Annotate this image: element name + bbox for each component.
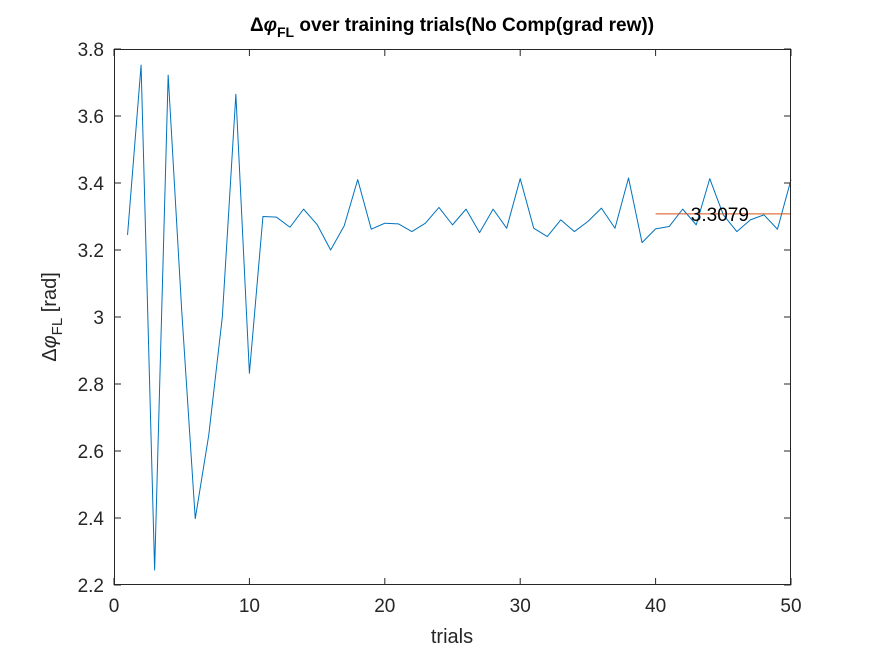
series-layer xyxy=(127,64,792,571)
mean-annotation: 3.3079 xyxy=(691,205,749,226)
y-tick-label: 3.6 xyxy=(78,107,104,128)
x-tick-label: 40 xyxy=(645,596,666,617)
x-tick-label: 30 xyxy=(510,596,531,617)
x-tick-label: 50 xyxy=(780,596,801,617)
y-tick-label: 2.4 xyxy=(78,509,105,530)
y-tick-label: 2.2 xyxy=(78,576,104,597)
series-line-trials xyxy=(127,64,792,571)
x-tick-label: 0 xyxy=(109,596,120,617)
x-tick-label: 20 xyxy=(374,596,395,617)
title-subscript: FL xyxy=(277,24,295,40)
y-axis-label: ΔφFL [rad] xyxy=(39,272,66,362)
chart-title: ΔφFL over training trials(No Comp(grad r… xyxy=(250,15,654,40)
title-delta: Δ xyxy=(250,15,264,36)
x-tick-label: 10 xyxy=(239,596,260,617)
ylabel-phi: φ xyxy=(39,335,61,348)
ylabel-rest: [rad] xyxy=(39,272,61,318)
title-phi: φ xyxy=(264,15,277,36)
y-tick-label: 2.6 xyxy=(78,442,104,463)
y-tick-label: 3.2 xyxy=(78,241,104,262)
y-tick-label: 3 xyxy=(93,308,104,329)
y-tick-label: 2.8 xyxy=(78,375,104,396)
y-tick-label: 3.8 xyxy=(78,40,104,61)
ylabel-delta: Δ xyxy=(39,348,61,361)
y-tick-label: 3.4 xyxy=(78,174,105,195)
ylabel-subscript: FL xyxy=(49,318,66,336)
ticks-layer: 0 10 20 30 40 50 2.2 2.4 2.6 2.8 3 3.2 3.4 3.6 3.8 xyxy=(78,40,802,617)
title-rest: over training trials(No Comp(grad rew)) xyxy=(294,15,654,36)
x-axis-label: trials xyxy=(431,626,473,648)
plot-area xyxy=(114,49,791,585)
